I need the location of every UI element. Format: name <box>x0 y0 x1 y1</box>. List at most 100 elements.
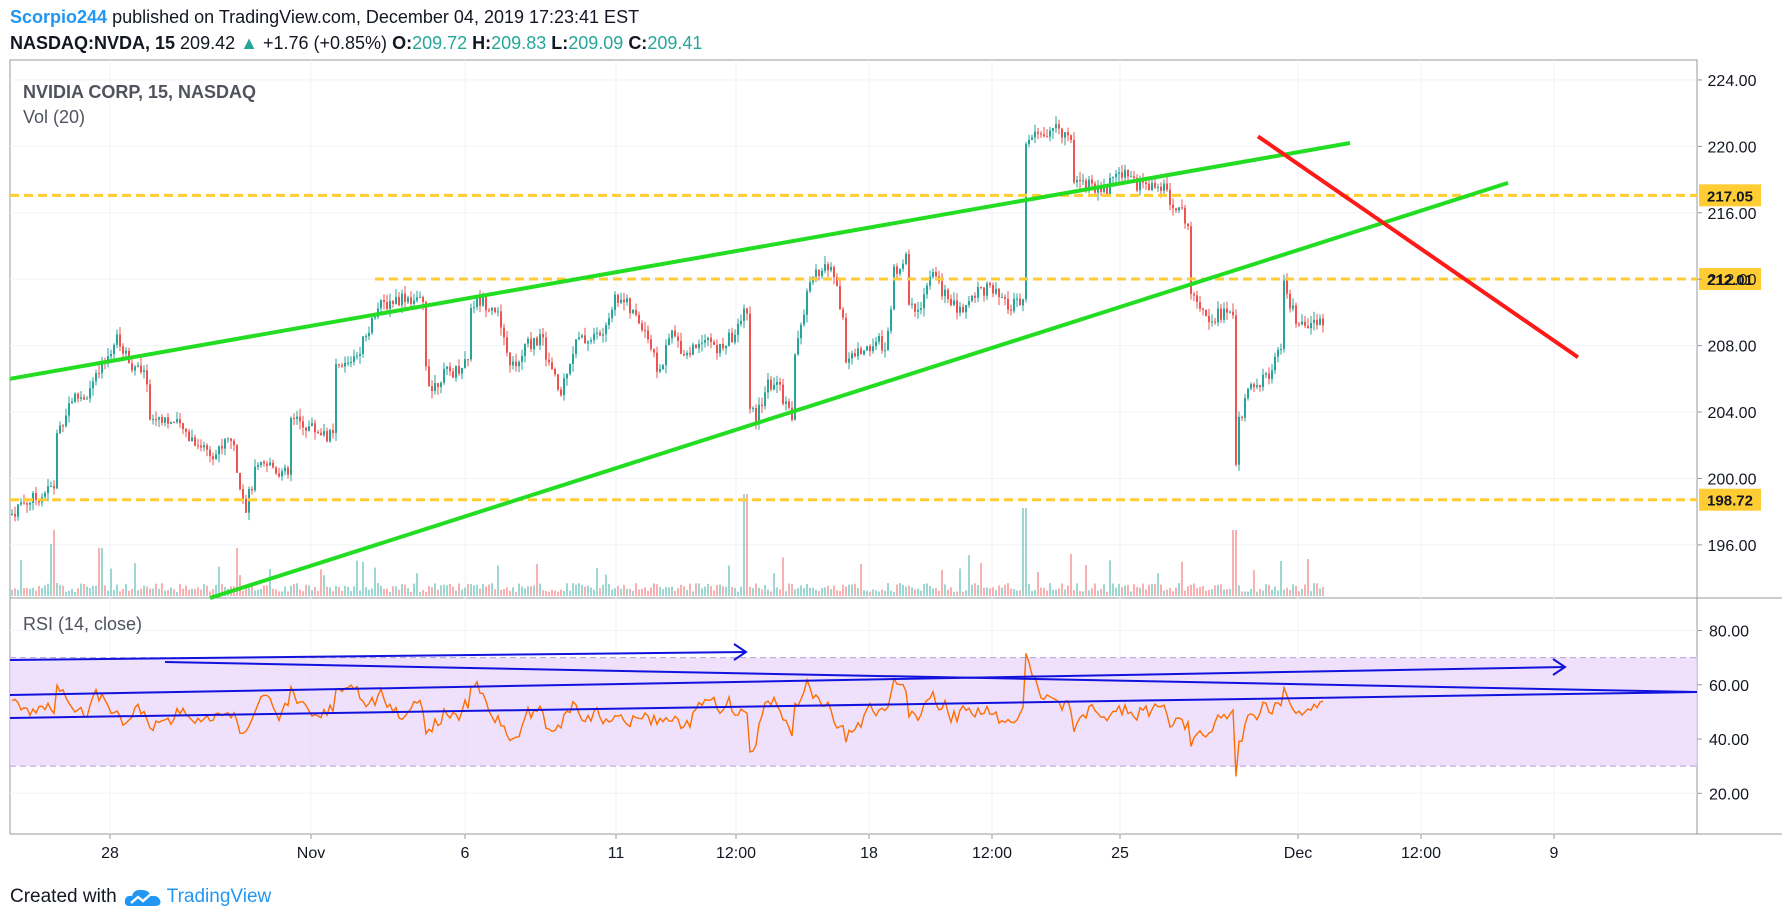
candle-body <box>758 404 760 424</box>
candle-body <box>860 348 862 355</box>
price-axis[interactable]: 196.00 200.00 204.00 208.00 212.00 216.00 220.… <box>1697 73 1757 555</box>
rsi-trendlines[interactable] <box>9 643 1698 719</box>
candle-body <box>161 417 163 423</box>
candle-body <box>875 341 877 347</box>
candle-body <box>1076 179 1078 183</box>
volume-bar <box>269 568 271 596</box>
candle-body <box>290 418 292 475</box>
candle-body <box>689 353 691 355</box>
candle-body <box>647 330 649 340</box>
volume-bar <box>836 590 838 596</box>
candle-body <box>509 352 511 366</box>
volume-bar <box>77 588 79 596</box>
volume-bar <box>485 586 487 596</box>
candle-body <box>11 513 13 515</box>
candle-body <box>182 423 184 430</box>
volume-bar <box>254 590 256 596</box>
candle-body <box>722 343 724 349</box>
volume-bar <box>884 590 886 596</box>
volume-bar <box>662 589 664 596</box>
volume-bar <box>83 584 85 596</box>
candle-body <box>371 318 373 333</box>
volume-bar <box>101 548 103 596</box>
candle-body <box>341 365 343 367</box>
candle-body <box>101 361 103 374</box>
candle-body <box>416 297 418 301</box>
candle-body <box>1064 132 1066 138</box>
candle-body <box>179 419 181 424</box>
volume-bar <box>533 585 535 596</box>
volume-bar <box>839 590 841 596</box>
volume-bar <box>1145 589 1147 596</box>
volume-bar <box>998 585 1000 596</box>
volume-bar <box>758 587 760 596</box>
candle-body <box>1265 373 1267 375</box>
time-axis[interactable]: 28 Nov 6 11 12:00 18 12:00 25 Dec 12:00 9 <box>101 834 1559 862</box>
volume-bar <box>1052 589 1054 596</box>
volume-bar <box>302 591 304 596</box>
candle-body <box>116 334 118 345</box>
candle-body <box>47 486 49 494</box>
volume-bar <box>299 589 301 596</box>
candle-body <box>320 432 322 436</box>
candle-body <box>1172 204 1174 209</box>
volume-bar <box>431 587 433 596</box>
tradingview-cloud-icon <box>124 889 161 906</box>
volume-bar <box>776 587 778 596</box>
candle-body <box>227 438 229 440</box>
trendlines[interactable] <box>9 134 1580 600</box>
candle-body <box>620 299 622 303</box>
volume-bar <box>146 586 148 596</box>
volume-bar <box>308 585 310 596</box>
level-price-label-bg <box>1699 488 1761 511</box>
volume-bar <box>983 587 985 596</box>
rsi-axis[interactable]: 20.00 40.00 60.00 80.00 <box>1697 624 1749 804</box>
candle-body <box>659 369 661 372</box>
candle-body <box>482 296 484 306</box>
volume-bar <box>830 589 832 596</box>
rsi-trendline <box>9 666 1566 696</box>
price-tick-label: 220.00 <box>1708 139 1757 156</box>
horizontal-levels[interactable]: 217.05 212.01 198.72 <box>10 184 1761 511</box>
volume-bar <box>911 587 913 596</box>
volume-bar <box>1247 591 1249 596</box>
author-link[interactable]: Scorpio244 <box>10 7 108 27</box>
candle-body <box>1025 144 1027 300</box>
price-tick-label: 196.00 <box>1708 538 1757 555</box>
candle-body <box>98 373 100 375</box>
candle-body <box>839 286 841 310</box>
candle-body <box>1232 311 1234 316</box>
candle-body <box>95 373 97 382</box>
candle-body <box>488 310 490 312</box>
volume-bar <box>1268 584 1270 596</box>
time-tick-label: 25 <box>1111 845 1129 862</box>
candle-body <box>1313 319 1315 324</box>
volume-bar <box>1256 591 1258 596</box>
volume-bar <box>731 587 733 596</box>
candle-body <box>1043 134 1045 137</box>
candle-body <box>401 293 403 306</box>
candle-body <box>494 308 496 313</box>
change-value: +1.76 (+0.85%) <box>262 33 388 53</box>
candle-body <box>446 366 448 369</box>
candle-body <box>419 297 421 299</box>
volume-bar <box>800 585 802 596</box>
volume-bar <box>1271 589 1273 596</box>
tradingview-link[interactable]: TradingView <box>166 886 272 907</box>
candle-body <box>209 449 211 457</box>
open-value: 209.72 <box>412 33 468 53</box>
volume-bar <box>164 590 166 596</box>
candle-body <box>746 308 748 314</box>
candle-body <box>1010 309 1012 311</box>
volume-bar <box>1106 591 1108 596</box>
candle-body <box>191 437 193 442</box>
volume-bar <box>281 591 283 596</box>
volume-bar <box>1193 583 1195 596</box>
volume-bar <box>179 583 181 596</box>
candle-body <box>278 473 280 477</box>
candle-body <box>74 393 76 402</box>
price-tick-label: 208.00 <box>1708 339 1757 356</box>
candle-body <box>170 422 172 424</box>
volume-bar <box>374 567 376 596</box>
